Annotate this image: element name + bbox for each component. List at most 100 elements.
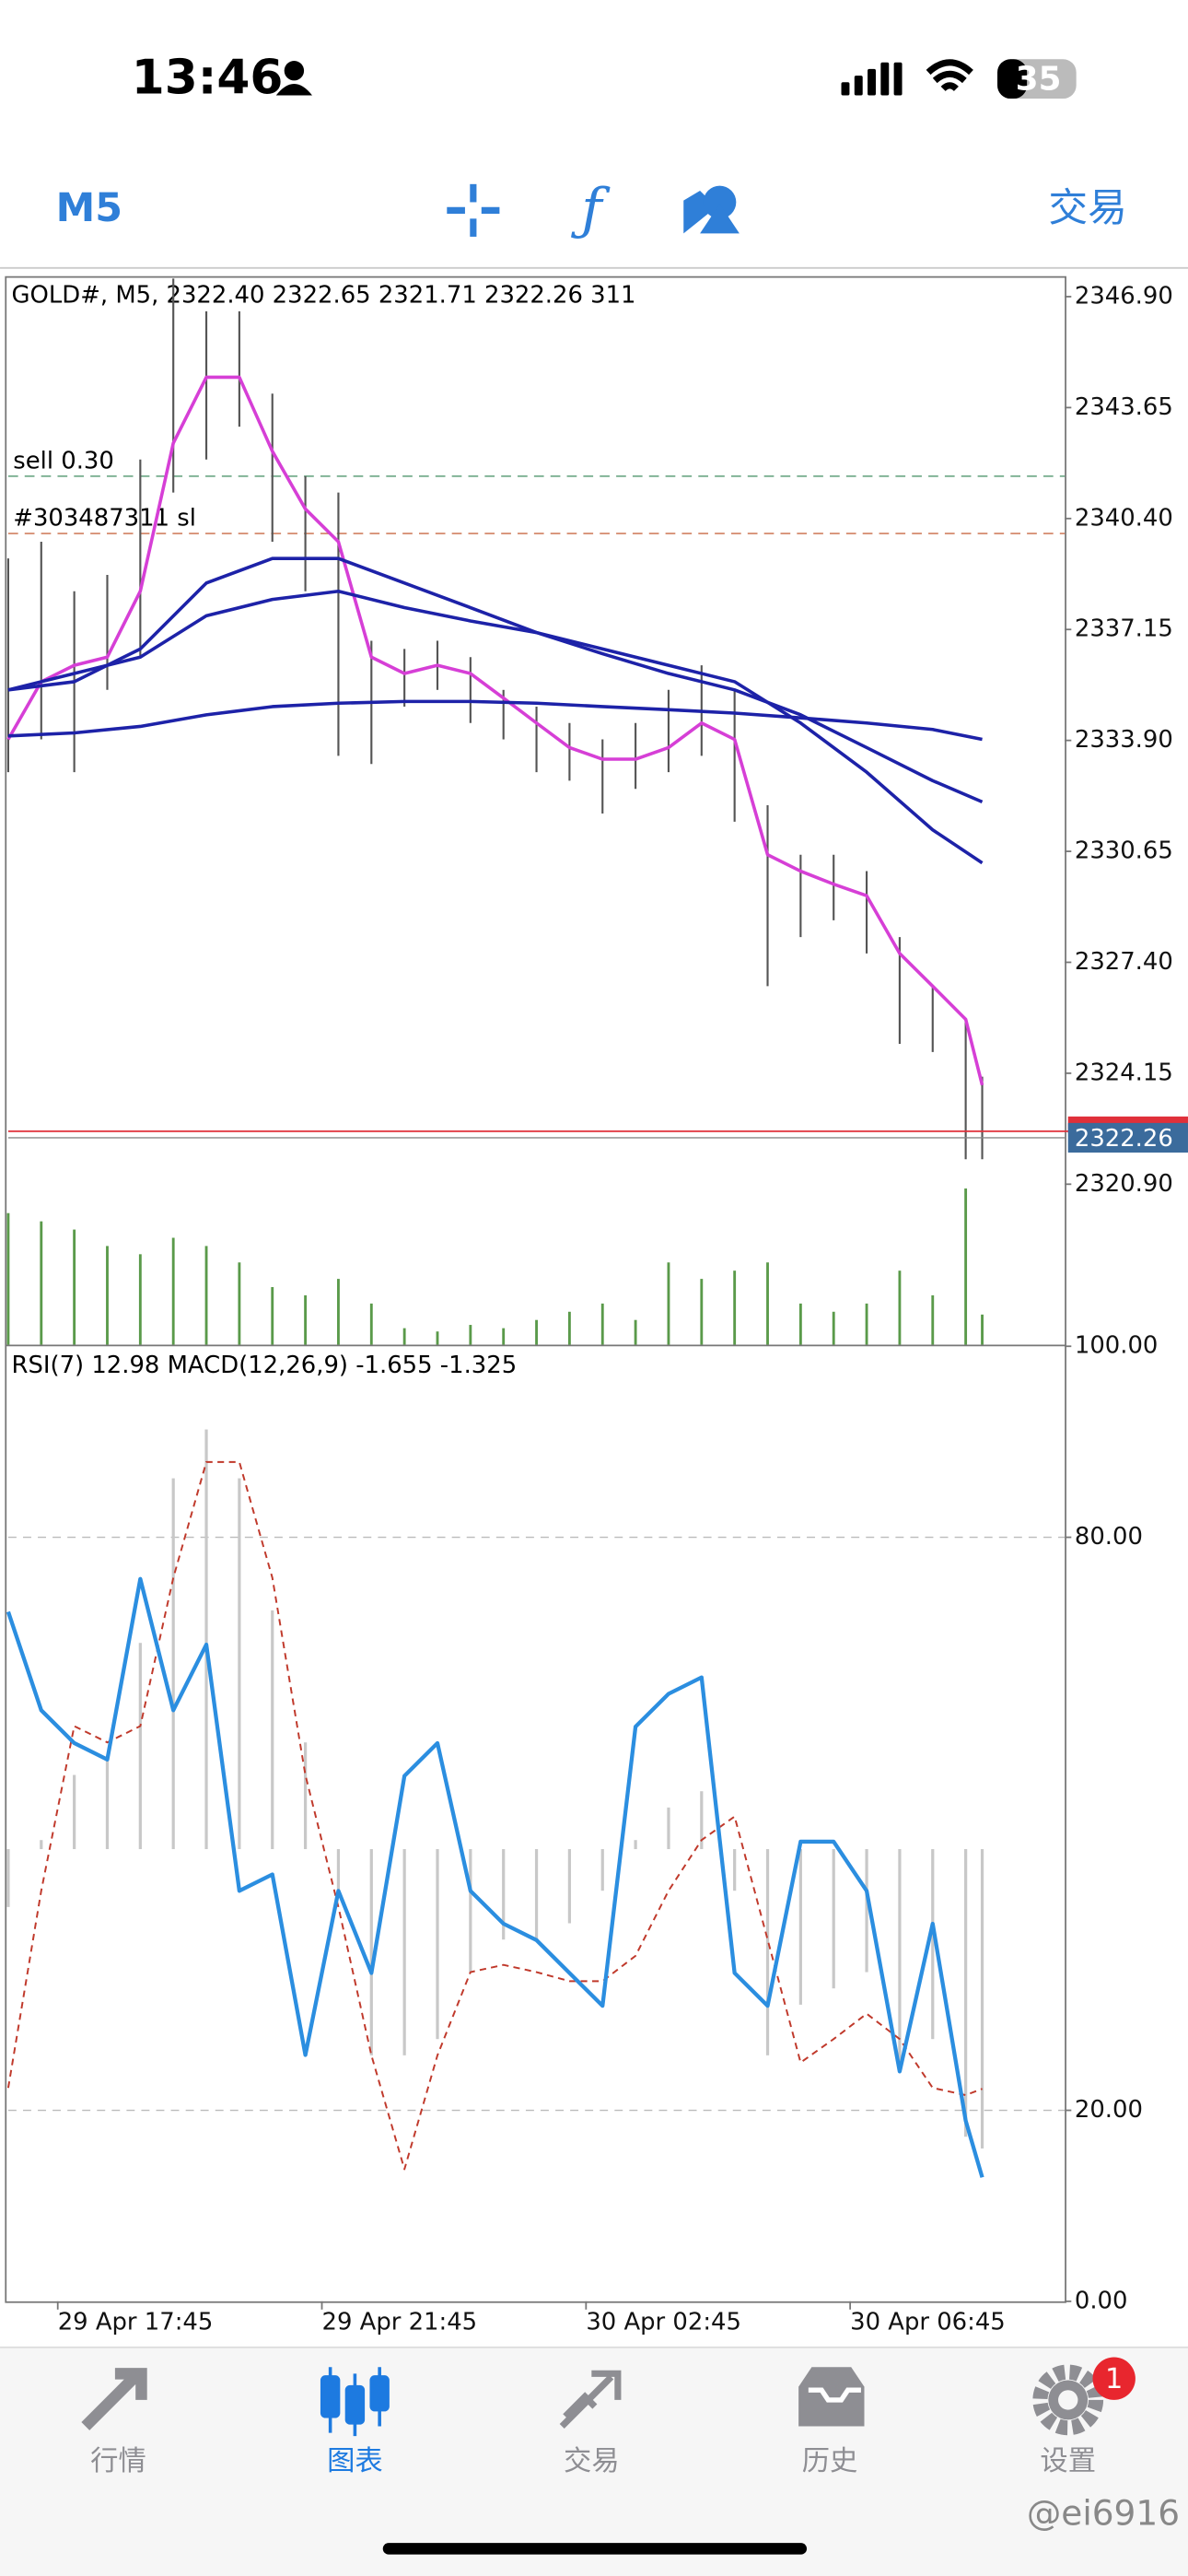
indicator-button[interactable]: ƒ [570,178,611,242]
x-tick-label: 29 Apr 21:45 [322,2309,478,2336]
price-header: GOLD#, M5, 2322.40 2322.65 2321.71 2322.… [12,282,636,310]
badge-count: 1 [1105,2363,1123,2395]
volume-bar [798,1303,802,1345]
macd-bar [204,1429,208,1850]
macd-bar [700,1791,704,1850]
volume-bar [337,1279,340,1345]
moving-average [7,556,984,865]
indicator-line [6,1576,984,2178]
objects-button[interactable] [683,185,740,234]
volume-bar [865,1303,868,1345]
volume-bar [981,1314,984,1345]
tab-label: 行情 [90,2445,146,2477]
macd-bar [980,1849,984,2149]
settings-tab[interactable]: 设置 [1032,2364,1104,2478]
history-tab[interactable]: 历史 [798,2367,865,2477]
timeframe-button[interactable]: M5 [56,185,122,231]
y-tick-label: 100.00 [1075,1332,1158,1360]
volume-bar [469,1325,472,1345]
macd-bar [964,1849,968,2137]
volume-bar [238,1262,241,1345]
volume-bar [567,1311,571,1345]
macd-bar [105,1758,110,1850]
person-icon [275,61,313,96]
macd-bar [369,1849,373,2055]
macd-bar [798,1849,802,2005]
battery-text: 35 [1016,60,1062,98]
volume-bar [106,1246,109,1345]
macd-bar [832,1849,835,1989]
chart-tab[interactable]: 图表 [320,2367,390,2477]
volume-bar [832,1311,835,1345]
tab-label: 设置 [1040,2445,1096,2477]
macd-bar [667,1807,670,1850]
volume-bar [667,1262,670,1345]
volume-bar [171,1237,175,1345]
macd-bar [733,1849,737,1891]
volume-bar [40,1221,43,1345]
x-tick-label: 30 Apr 06:45 [850,2309,1006,2336]
macd-bar [171,1478,175,1850]
macd-bar [931,1849,935,2040]
volume-bar [733,1270,737,1345]
macd-bar [436,1849,439,2040]
macd-bar [73,1774,76,1850]
y-tick-label: 2346.90 [1075,282,1173,310]
volume-bar [436,1331,439,1345]
macd-bar [6,1849,10,1907]
volume-bar [6,1212,10,1345]
y-tick-label: 2320.90 [1075,1170,1173,1198]
volume-bar [535,1319,538,1345]
volume-bar [138,1254,142,1345]
volume-bar [634,1319,637,1345]
order-label: sell 0.30 [13,447,114,474]
volume-bar [369,1303,373,1345]
watermark: @ei6916 [1027,2492,1180,2533]
y-tick-label: 0.00 [1075,2287,1128,2314]
volume-bar [502,1328,506,1345]
volume-bar [600,1303,604,1345]
crosshair-button[interactable] [447,183,500,237]
volume-bar [898,1270,902,1345]
last-price-label: 2322.26 [1075,1125,1173,1153]
x-tick-label: 30 Apr 02:45 [586,2309,741,2336]
macd-bar [238,1478,241,1850]
chart-frame [5,275,1066,2303]
trade-button[interactable]: 交易 [1048,185,1127,231]
macd-bar [600,1849,604,1891]
moving-average [7,699,983,742]
volume-bar [700,1279,704,1345]
y-tick-label: 2333.90 [1075,726,1173,754]
volume-bar [304,1294,308,1345]
volume-bar [766,1262,769,1345]
macd-bar [138,1643,142,1850]
signal-icon [841,62,903,96]
y-tick-label: 2337.15 [1075,615,1173,643]
macd-bar [502,1849,506,1940]
volume-bar [73,1229,76,1345]
clock: 13:46 [132,50,284,105]
battery-level [997,59,1028,100]
macd-bar [271,1610,274,1850]
macd-bar [402,1849,406,2055]
volume-bar [931,1294,935,1345]
indicator-line [6,1460,983,2171]
tab-label: 交易 [564,2445,620,2477]
macd-bar [765,1849,770,2055]
macd-bar [634,1840,637,1850]
macd-bar [898,1849,902,2072]
badge [1092,2357,1136,2400]
macd-bar [40,1840,43,1850]
volume-bar [964,1188,968,1345]
x-tick-label: 29 Apr 17:45 [58,2309,214,2336]
macd-bar [336,1849,341,1891]
quotes-tab[interactable]: 行情 [81,2368,147,2477]
order-label: #303487311 sl [13,505,196,533]
trade-tab[interactable]: 交易 [559,2370,622,2477]
last-price-tag [1067,1122,1188,1153]
volume-bar [204,1246,208,1345]
tab-bar [0,2347,1188,2576]
macd-bar [534,1849,539,1940]
